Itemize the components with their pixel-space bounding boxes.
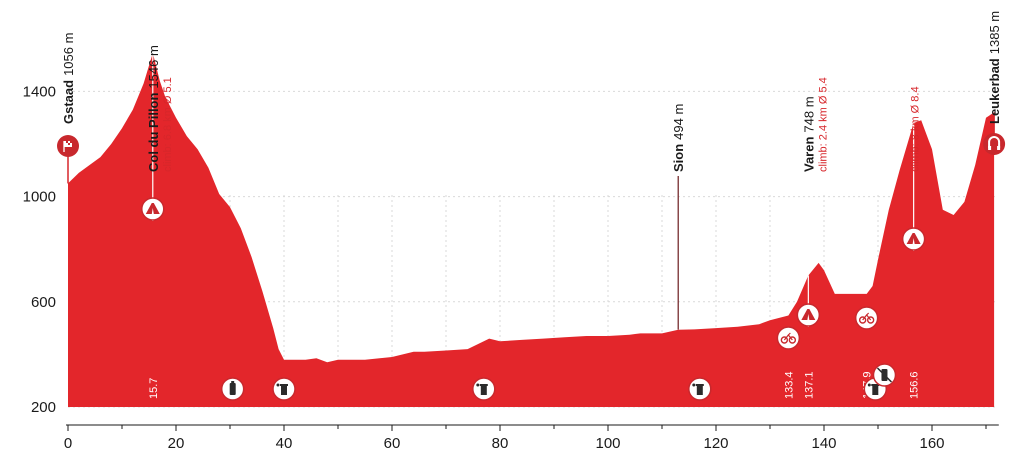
litter-zone-icon bbox=[472, 377, 496, 401]
x-tick-label: 0 bbox=[64, 435, 72, 452]
waypoint-elevation: 1546 m bbox=[146, 45, 161, 88]
climb-note: climb: 8 km Ø 8.4 bbox=[910, 86, 922, 172]
icon-circle bbox=[776, 326, 801, 350]
km-marker-label: 137.1 bbox=[803, 371, 815, 399]
mountain-climb-icon bbox=[141, 197, 165, 221]
wheel-glyph bbox=[788, 336, 797, 344]
feed-zone-cross-icon bbox=[872, 363, 897, 387]
bin-lid-glyph bbox=[479, 384, 488, 386]
intermediate-sprint-icon bbox=[776, 326, 801, 350]
climb-note: climb: 2.4 km Ø 5.4 bbox=[817, 77, 829, 172]
km-marker-label: 156.6 bbox=[909, 371, 921, 399]
waypoint-name: Leukerbad bbox=[987, 58, 1002, 124]
finish-glyph bbox=[997, 146, 1001, 150]
x-tick-label: 120 bbox=[703, 435, 728, 452]
flag-check-glyph bbox=[70, 141, 72, 143]
flag-check-glyph bbox=[68, 143, 70, 145]
bin-glyph bbox=[281, 386, 287, 395]
flag-check-glyph bbox=[66, 141, 68, 143]
wheel-glyph bbox=[866, 316, 875, 324]
waypoint-name: Varen bbox=[801, 137, 816, 172]
wheel-glyph bbox=[780, 336, 789, 344]
finish-glyph bbox=[988, 146, 992, 150]
mountain-road-glyph bbox=[151, 208, 154, 214]
waypoint-label-sion: Sion 494 m bbox=[671, 104, 686, 172]
x-tick-label: 20 bbox=[168, 435, 185, 452]
mountain-climb-icon bbox=[901, 227, 926, 251]
person-head-glyph bbox=[867, 383, 871, 387]
wheel-glyph bbox=[858, 316, 867, 324]
litter-zone-icon bbox=[688, 377, 712, 401]
elevation-profile-area bbox=[68, 53, 995, 407]
waypoint-name: Col du Pillon bbox=[146, 93, 161, 172]
person-head-glyph bbox=[276, 383, 280, 387]
bin-lid-glyph bbox=[280, 384, 288, 386]
x-tick-label: 160 bbox=[919, 435, 944, 452]
litter-zone-icon bbox=[272, 377, 296, 401]
icon-circle bbox=[854, 306, 879, 330]
waypoint-name: Gstaad bbox=[61, 80, 76, 124]
y-tick-label: 200 bbox=[31, 399, 56, 416]
mountain-climb-icon bbox=[796, 303, 821, 327]
start-flag-icon bbox=[57, 135, 79, 157]
bottle-cap-glyph bbox=[231, 381, 235, 383]
waypoint-elevation: 1056 m bbox=[61, 33, 76, 76]
bin-lid-glyph bbox=[871, 384, 880, 386]
waypoint-label-leukerbad: Leukerbad 1385 m bbox=[987, 11, 1002, 124]
waypoint-label-climb: climb: 8 km Ø 8.4 bbox=[910, 86, 922, 172]
x-tick-label: 100 bbox=[595, 435, 620, 452]
intermediate-sprint-icon bbox=[854, 306, 879, 330]
finish-icon bbox=[983, 133, 1006, 155]
y-tick-label: 1000 bbox=[23, 189, 56, 206]
route-icons bbox=[57, 133, 1006, 401]
finish-arch-glyph bbox=[988, 136, 1001, 148]
km-marker-label: 15.7 bbox=[148, 378, 160, 399]
feed-zone-icon bbox=[220, 377, 245, 401]
x-tick-label: 40 bbox=[276, 435, 293, 452]
x-tick-label: 140 bbox=[811, 435, 836, 452]
cross-glyph bbox=[876, 367, 893, 383]
waypoint-elevation: 1385 m bbox=[987, 11, 1002, 54]
person-head-glyph bbox=[476, 383, 480, 387]
axes: 020406080100120140160200600100014001800 bbox=[23, 83, 999, 452]
waypoint-label-varen: Varen 748 m climb: 2.4 km Ø 5.4 bbox=[801, 77, 829, 172]
y-tick-label: 600 bbox=[31, 294, 56, 311]
mountain-road-glyph bbox=[912, 238, 915, 244]
frame-glyph bbox=[783, 332, 793, 341]
bin-glyph bbox=[480, 386, 487, 395]
bin-glyph bbox=[696, 386, 703, 395]
km-marker-label: 133.4 bbox=[783, 371, 795, 399]
waypoint-label-gstaad: Gstaad 1056 m bbox=[61, 33, 76, 124]
x-tick-label: 80 bbox=[492, 435, 509, 452]
climb-note: climb: 6.8 km Ø 5.1 bbox=[162, 77, 174, 172]
bottle-glyph bbox=[229, 383, 236, 395]
waypoint-elevation: 748 m bbox=[801, 96, 816, 132]
bin-glyph bbox=[872, 386, 879, 395]
frame-glyph bbox=[862, 312, 872, 321]
bin-lid-glyph bbox=[695, 384, 704, 386]
mountain-road-glyph bbox=[807, 314, 810, 320]
y-tick-label: 1400 bbox=[23, 83, 56, 100]
waypoint-elevation: 494 m bbox=[671, 104, 686, 140]
x-tick-label: 60 bbox=[384, 435, 401, 452]
waypoint-name: Sion bbox=[671, 144, 686, 172]
person-head-glyph bbox=[692, 383, 696, 387]
